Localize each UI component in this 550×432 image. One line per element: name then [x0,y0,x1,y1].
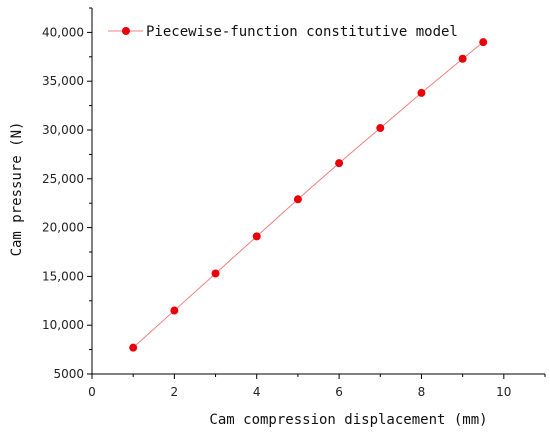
data-point [170,306,179,315]
x-tick-label: 6 [335,385,343,399]
y-tick-label: 40,000 [42,25,84,39]
y-tick-label: 20,000 [42,221,84,235]
x-tick-label: 8 [418,385,426,399]
data-point [335,159,344,168]
y-axis-title: Cam pressure (N) [9,122,25,257]
y-tick-label: 25,000 [42,172,84,186]
x-axis-ticks: 0 2 4 6 8 10 [88,374,546,399]
legend: Piecewise-function constitutive model [108,24,458,40]
data-point [458,54,467,63]
y-axis-ticks: 5000 10,000 15,000 20,000 25,000 30,000 35,000… [42,7,92,381]
series-line [132,41,484,349]
y-tick-label: 5000 [53,367,84,381]
y-tick-label: 30,000 [42,123,84,137]
data-point [129,343,138,352]
series-layer [129,38,488,352]
x-tick-label: 4 [253,385,261,399]
data-point [479,38,488,47]
data-point [376,124,385,133]
data-point [211,269,220,278]
y-tick-label: 15,000 [42,269,84,283]
plot-frame [91,8,545,375]
x-tick-label: 10 [496,385,511,399]
legend-marker-swatch [122,27,130,35]
data-point [252,232,261,241]
data-point [417,88,426,97]
y-tick-label: 10,000 [42,318,84,332]
legend-label: Piecewise-function constitutive model [146,24,458,40]
x-axis-title: Cam compression displacement (mm) [209,412,487,428]
data-point [293,195,302,204]
x-tick-label: 0 [88,385,96,399]
y-tick-label: 35,000 [42,74,84,88]
x-tick-label: 2 [171,385,179,399]
